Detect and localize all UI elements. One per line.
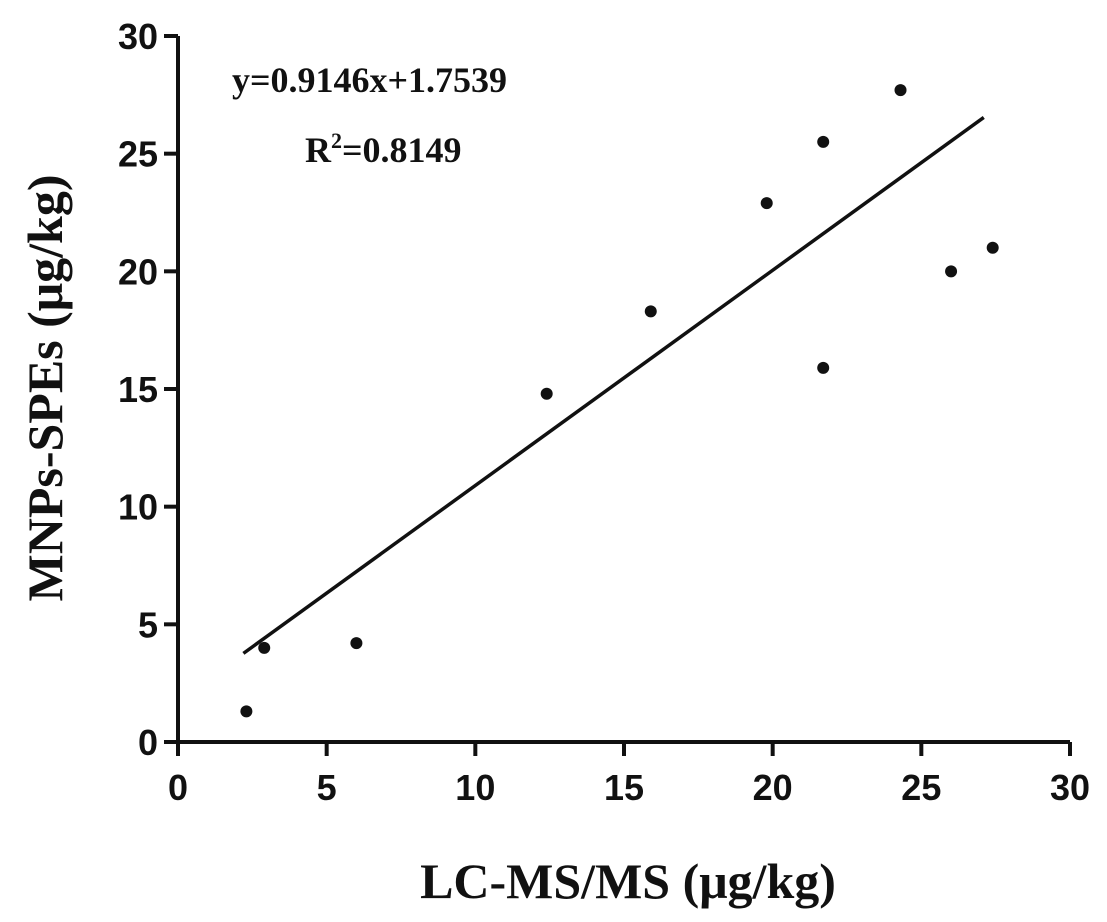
r-squared-superscript: 2 xyxy=(331,128,342,153)
y-tick-label: 20 xyxy=(118,251,158,292)
y-tick-label: 25 xyxy=(118,134,158,175)
data-point xyxy=(350,637,363,650)
y-tick-label: 10 xyxy=(118,487,158,528)
x-tick-label: 0 xyxy=(168,767,188,808)
fit-line xyxy=(242,116,985,655)
axes: 0 5 10 15 20 25 30 0 5 10 15 20 25 30 xyxy=(118,16,1090,808)
y-tick-label: 5 xyxy=(138,604,158,645)
data-point xyxy=(986,241,999,254)
y-tick-label: 15 xyxy=(118,369,158,410)
data-point xyxy=(817,361,830,374)
equation-annotation: y=0.9146x+1.7539 xyxy=(232,60,507,100)
x-tick-label: 15 xyxy=(604,767,644,808)
y-tick-label: 30 xyxy=(118,16,158,57)
x-axis-title: LC-MS/MS (μg/kg) xyxy=(420,853,836,909)
data-point xyxy=(240,705,253,718)
x-tick-label: 10 xyxy=(455,767,495,808)
x-tick-label: 20 xyxy=(753,767,793,808)
data-point xyxy=(258,641,271,654)
r-squared-annotation: R2=0.8149 xyxy=(305,128,462,170)
y-tick-label: 0 xyxy=(138,722,158,763)
data-point xyxy=(540,387,553,400)
fit-line-group xyxy=(242,116,985,655)
data-points xyxy=(240,84,999,718)
x-tick-label: 30 xyxy=(1050,767,1090,808)
r-squared-value: =0.8149 xyxy=(342,130,462,170)
data-point xyxy=(644,305,657,318)
y-axis-title: MNPs-SPEs (μg/kg) xyxy=(17,175,73,602)
data-point xyxy=(894,84,907,97)
x-tick-label: 5 xyxy=(317,767,337,808)
data-point xyxy=(945,265,958,278)
data-point xyxy=(760,197,773,210)
r-squared-prefix: R xyxy=(305,130,332,170)
data-point xyxy=(817,135,830,148)
x-tick-label: 25 xyxy=(901,767,941,808)
